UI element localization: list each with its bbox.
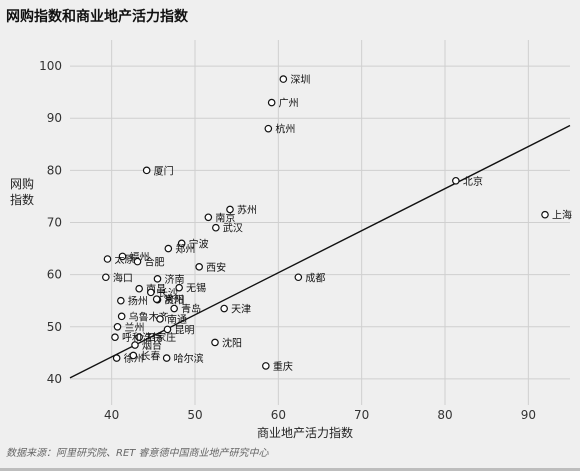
point-label: 沈阳: [222, 336, 242, 349]
point-label: 哈尔滨: [174, 352, 204, 365]
data-point: [541, 210, 549, 219]
y-axis-title: 指数: [10, 192, 34, 207]
point-label: 太原: [115, 253, 135, 266]
data-point: [135, 284, 143, 293]
x-tick-label: 40: [104, 408, 119, 422]
data-point: [211, 338, 219, 347]
x-tick-label: 70: [354, 408, 369, 422]
x-tick-label: 90: [521, 408, 536, 422]
data-point: [204, 213, 213, 222]
data-point: [103, 255, 112, 263]
point-label: 南通: [167, 313, 187, 326]
point-label: 深圳: [290, 74, 310, 86]
source-note: 数据来源：阿里研究院、RET 睿意德中国商业地产研究中心: [6, 448, 269, 459]
data-point: [153, 275, 162, 283]
point-label: 杭州: [275, 123, 295, 136]
point-label: 武汉: [223, 222, 243, 235]
data-point: [170, 304, 178, 313]
data-point: [164, 244, 173, 253]
data-point: [220, 304, 228, 313]
x-tick-label: 80: [437, 408, 452, 422]
data-point: [212, 223, 220, 232]
data-point: [267, 98, 276, 107]
data-point: [111, 333, 119, 342]
x-axis-title: 商业地产活力指数: [257, 425, 353, 440]
x-tick-label: 50: [187, 408, 202, 422]
data-point: [177, 239, 186, 248]
data-point: [163, 325, 172, 334]
data-point: [147, 288, 155, 297]
point-label: 扬州: [128, 295, 148, 308]
point-label: 郑州: [175, 243, 195, 256]
y-tick-label: 70: [47, 216, 62, 230]
data-point: [262, 362, 270, 370]
y-tick-label: 90: [47, 111, 62, 125]
data-point: [162, 354, 171, 362]
data-point: [117, 312, 126, 321]
data-point: [117, 296, 125, 305]
data-point: [113, 322, 122, 331]
point-label: 呼和浩特: [122, 332, 162, 344]
y-tick-label: 60: [47, 268, 62, 282]
data-point: [452, 176, 460, 185]
data-point: [195, 263, 203, 271]
data-point: [129, 351, 138, 360]
point-label: 贵阳: [165, 294, 185, 307]
point-label: 广州: [279, 98, 299, 110]
point-label: 青岛: [181, 303, 201, 316]
y-axis-title: 网购: [10, 176, 34, 191]
point-label: 合肥: [145, 256, 165, 269]
data-point: [102, 273, 110, 282]
chart-title: 网购指数和商业地产活力指数: [6, 9, 188, 25]
data-point: [226, 205, 234, 214]
point-label: 西安: [206, 261, 226, 274]
x-tick-label: 60: [271, 408, 286, 422]
data-point: [142, 166, 151, 175]
point-label: 昆明: [175, 324, 195, 336]
point-label: 苏州: [237, 203, 257, 216]
y-tick-label: 100: [39, 59, 62, 73]
data-point: [294, 273, 303, 282]
point-label: 济南: [165, 273, 185, 286]
y-tick-label: 50: [47, 320, 62, 334]
data-point: [152, 295, 161, 303]
data-point: [133, 257, 142, 266]
point-label: 重庆: [273, 360, 293, 373]
point-label: 海口: [113, 271, 133, 284]
y-tick-label: 80: [47, 163, 62, 177]
point-label: 厦门: [154, 164, 174, 177]
point-label: 长沙: [158, 287, 178, 299]
data-point: [112, 354, 121, 362]
point-label: 常州: [164, 293, 184, 306]
point-label: 无锡: [186, 282, 206, 295]
point-label: 南京: [215, 211, 235, 224]
point-label: 北京: [463, 175, 483, 188]
data-point: [264, 124, 273, 133]
bottom-divider: [0, 468, 580, 471]
point-label: 长春: [140, 350, 160, 362]
data-point: [118, 252, 127, 261]
data-point: [279, 75, 288, 83]
point-label: 成都: [305, 272, 325, 284]
point-label: 天津: [231, 304, 251, 316]
point-label: 石家庄: [146, 331, 176, 344]
data-point: [175, 283, 183, 292]
point-label: 宁波: [189, 237, 209, 250]
point-label: 兰州: [125, 321, 145, 334]
data-point: [156, 315, 164, 323]
y-tick-label: 40: [47, 372, 62, 386]
point-label: 上海: [552, 209, 572, 222]
data-point: [135, 333, 143, 342]
data-point: [131, 341, 139, 349]
point-label: 烟台: [142, 339, 162, 352]
trend-line: [69, 124, 571, 379]
